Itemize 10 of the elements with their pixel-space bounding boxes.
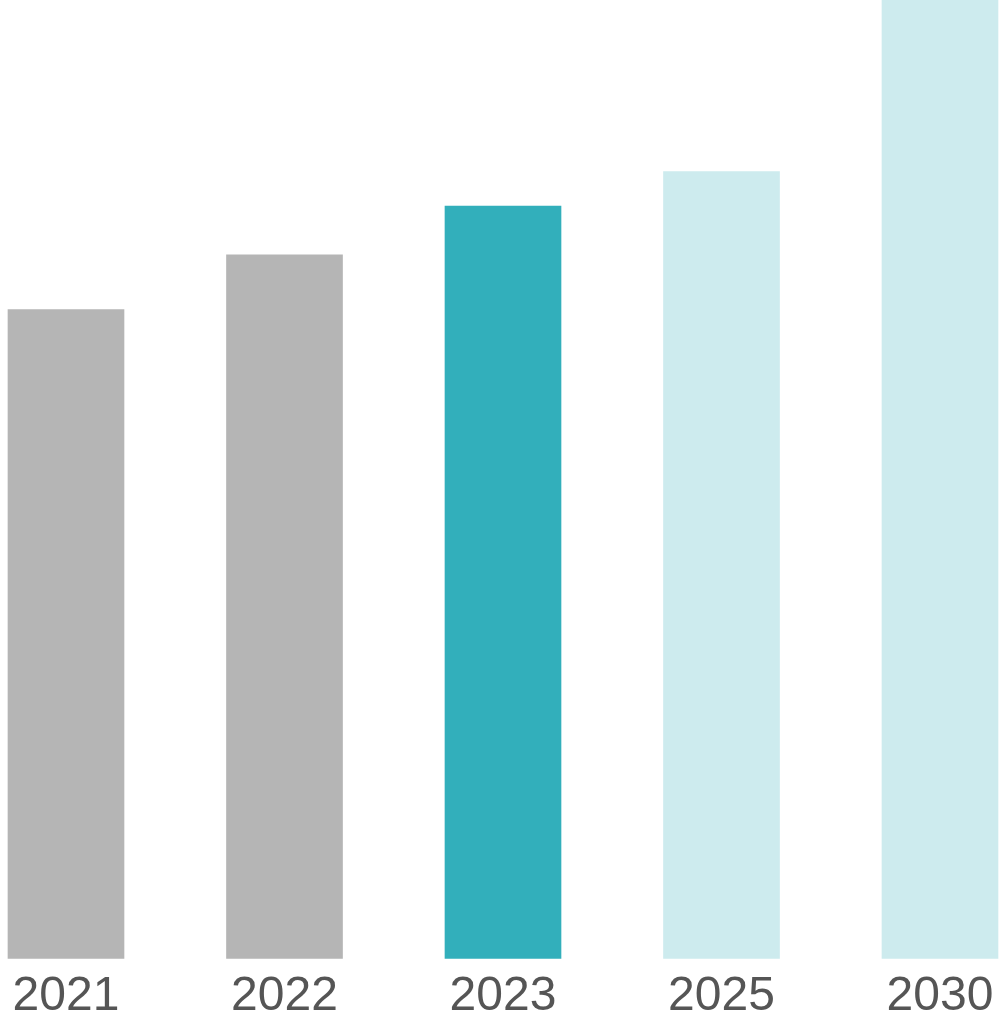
- bar: [226, 254, 343, 959]
- x-tick-label: 2022: [231, 967, 338, 1021]
- x-tick-label: 2025: [668, 967, 775, 1021]
- x-tick-label: 2021: [12, 967, 120, 1021]
- bar: [881, 0, 999, 959]
- x-tick-label: 2030: [886, 967, 994, 1021]
- x-tick-label: 2023: [449, 967, 557, 1021]
- bar: [663, 171, 780, 959]
- bar: [444, 205, 562, 959]
- bar: [7, 309, 125, 959]
